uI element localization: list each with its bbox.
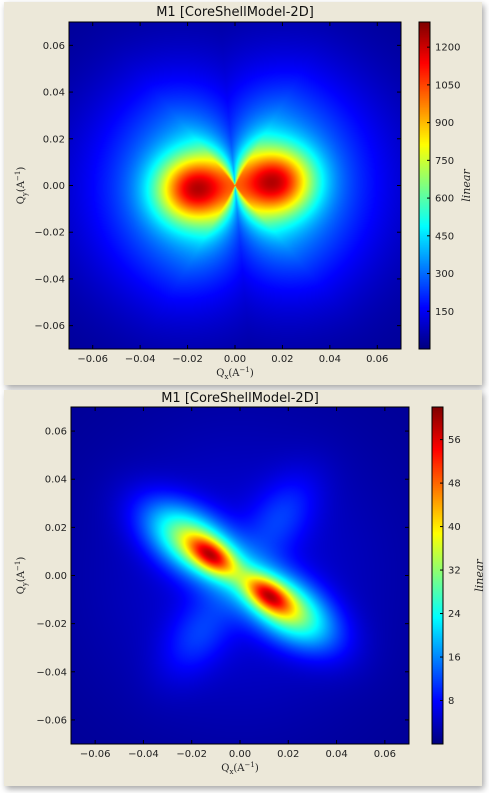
x-tick-label: 0.04 xyxy=(319,354,341,365)
x-axis-label-part: x xyxy=(229,768,233,776)
colorbar-tick-label: 8 xyxy=(448,696,454,707)
y-axis-label: Qy(A−1) xyxy=(14,167,29,205)
chart-svg: M1 [CoreShellModel-2D] −0.06 −0.04 −0.02 0.0… xyxy=(14,5,473,381)
colorbar-tick-label: 32 xyxy=(448,566,461,577)
y-axis-label-part: −1 xyxy=(14,171,22,181)
y-tick-label: 0.04 xyxy=(45,475,67,486)
x-tick-label: −0.06 xyxy=(77,354,108,365)
colorbar-tick-label: 600 xyxy=(435,194,454,205)
colorbar-tick-label: 750 xyxy=(435,156,454,167)
y-axis-label-part: Q xyxy=(16,196,27,204)
x-tick-label: 0.04 xyxy=(325,749,347,760)
y-axis-label-part: −1 xyxy=(14,561,22,571)
chart-panel-bottom: M1 [CoreShellModel-2D] −0.06 −0.04 −0.02 0.0… xyxy=(4,390,486,786)
heatmap-image xyxy=(69,22,401,349)
y-tick-label: 0.06 xyxy=(43,41,65,52)
colorbar-frame xyxy=(418,21,431,350)
chart-panel-top: M1 [CoreShellModel-2D] −0.06 −0.04 −0.02 0.0… xyxy=(4,2,482,385)
y-tick-label: −0.06 xyxy=(34,321,65,332)
y-tick-label: 0.02 xyxy=(45,523,67,534)
y-tick-label: −0.04 xyxy=(34,274,65,285)
x-tick-label: 0.02 xyxy=(271,354,293,365)
y-tick-label: −0.06 xyxy=(36,715,67,726)
y-axis-label-part: y xyxy=(21,582,29,587)
x-tick-label: 0.02 xyxy=(277,749,299,760)
x-axis-label-part: −1 xyxy=(245,761,255,769)
colorbar-tick-label: 1050 xyxy=(435,80,460,91)
y-axis-label-part: ) xyxy=(16,167,27,171)
colorbar-tick-label: 48 xyxy=(448,479,461,490)
plot-frame xyxy=(70,406,410,745)
y-axis-label-part: (A xyxy=(16,570,27,582)
colorbar-tick-label: 16 xyxy=(448,653,461,664)
x-tick-label: −0.02 xyxy=(172,354,203,365)
x-tick-label: 0.06 xyxy=(374,749,396,760)
colorbar-tick-label: 150 xyxy=(435,307,454,318)
chart-title: M1 [CoreShellModel-2D] xyxy=(161,391,319,406)
x-axis-label-part: −1 xyxy=(240,366,250,374)
x-tick-label: 0.06 xyxy=(366,354,388,365)
chart-title: M1 [CoreShellModel-2D] xyxy=(156,5,314,20)
x-tick-label: −0.06 xyxy=(80,749,111,760)
colorbar-gradient xyxy=(432,407,443,744)
y-axis-label-part: (A xyxy=(16,180,27,192)
y-tick-label: 0.00 xyxy=(45,571,67,582)
x-axis-label-part: ) xyxy=(250,368,254,379)
y-tick-label: −0.02 xyxy=(34,228,65,239)
x-tick-label: 0.00 xyxy=(224,354,246,365)
x-axis-label-part: Q xyxy=(216,368,224,379)
colorbar-tick-label: 1200 xyxy=(435,43,460,54)
y-axis-label-part: y xyxy=(21,192,29,197)
y-tick-label: 0.06 xyxy=(45,427,67,438)
heatmap-image xyxy=(71,407,409,744)
y-axis-label-part: ) xyxy=(16,557,27,561)
colorbar-label: linear xyxy=(460,169,473,202)
x-tick-label: −0.04 xyxy=(125,354,156,365)
x-axis-label: Qx(A−1) xyxy=(221,761,259,776)
y-tick-label: 0.00 xyxy=(43,181,65,192)
colorbar-frame xyxy=(431,406,444,745)
x-axis-label-part: x xyxy=(224,373,228,381)
colorbar-tick-label: 450 xyxy=(435,231,454,242)
y-tick-label: −0.04 xyxy=(36,667,67,678)
x-axis-label-part: ) xyxy=(255,763,259,774)
colorbar-tick-label: 900 xyxy=(435,118,454,129)
x-axis-label-part: (A xyxy=(233,763,245,774)
colorbar-gradient xyxy=(419,22,430,349)
x-axis-label-part: Q xyxy=(221,763,229,774)
y-axis-label: Qy(A−1) xyxy=(14,557,29,595)
x-axis-label-part: (A xyxy=(228,368,240,379)
chart-svg: M1 [CoreShellModel-2D] −0.06 −0.04 −0.02 0.0… xyxy=(14,391,486,776)
colorbar-tick-label: 300 xyxy=(435,269,454,280)
y-tick-label: −0.02 xyxy=(36,619,67,630)
plot-frame xyxy=(68,21,402,350)
y-tick-label: 0.04 xyxy=(43,88,65,99)
x-tick-label: 0.00 xyxy=(229,749,251,760)
colorbar-tick-label: 56 xyxy=(448,435,461,446)
colorbar-tick-label: 40 xyxy=(448,522,461,533)
colorbar-tick-label: 24 xyxy=(448,609,461,620)
x-tick-label: −0.04 xyxy=(128,749,159,760)
colorbar-label: linear xyxy=(473,559,486,592)
y-tick-label: 0.02 xyxy=(43,134,65,145)
x-axis-label: Qx(A−1) xyxy=(216,366,254,381)
y-axis-label-part: Q xyxy=(16,586,27,594)
x-tick-label: −0.02 xyxy=(176,749,207,760)
